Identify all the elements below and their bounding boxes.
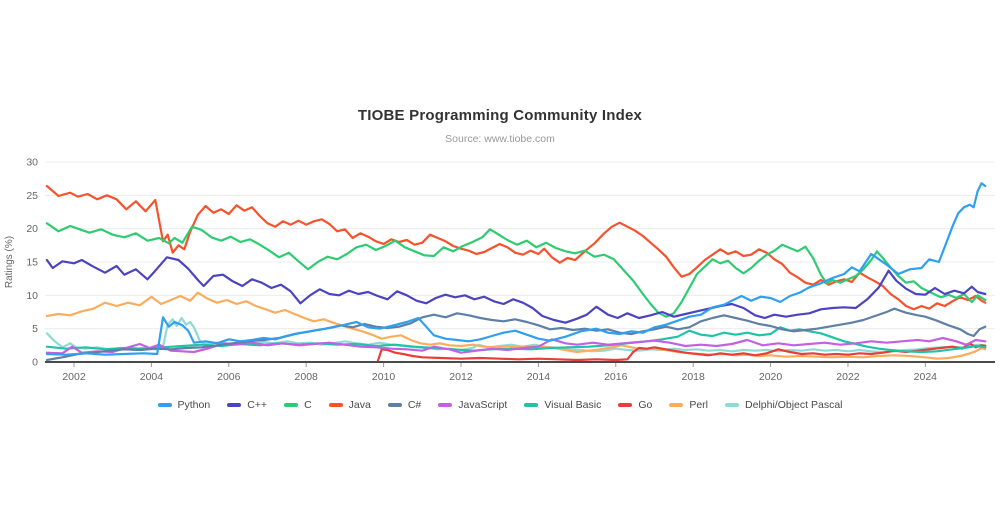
legend-label: C++: [247, 399, 268, 411]
x-axis-tick-label: 2006: [217, 371, 241, 383]
legend-item-Visual Basic[interactable]: Visual Basic: [524, 399, 601, 411]
series-line-Python: [45, 182, 987, 356]
x-axis-tick-label: 2018: [681, 371, 705, 383]
legend-label: JavaScript: [458, 399, 508, 411]
legend-item-Perl[interactable]: Perl: [669, 399, 708, 411]
x-axis-tick-label: 2014: [527, 371, 551, 383]
series-line-JavaScript: [45, 336, 987, 355]
y-axis-tick-label: 25: [26, 190, 38, 202]
legend-item-Delphi/Object Pascal[interactable]: Delphi/Object Pascal: [725, 399, 843, 411]
legend-item-C++[interactable]: C++: [227, 399, 267, 411]
legend-swatch-icon: [328, 403, 343, 407]
y-axis-tick-label: 5: [32, 323, 38, 335]
y-axis-tick-label: 20: [26, 223, 38, 235]
legend-label: Perl: [689, 399, 709, 411]
y-axis-title: Ratings (%): [4, 236, 15, 288]
legend-label: Delphi/Object Pascal: [745, 399, 843, 411]
x-axis-tick-label: 2008: [295, 371, 319, 383]
x-axis-tick-label: 2010: [372, 371, 396, 383]
x-axis-tick-label: 2012: [449, 371, 473, 383]
series-line-C: [45, 222, 987, 318]
legend-label: Visual Basic: [544, 399, 602, 411]
x-axis-tick-label: 2024: [914, 371, 938, 383]
legend-swatch-icon: [524, 403, 539, 407]
legend-swatch-icon: [669, 403, 684, 407]
x-axis-tick-label: 2004: [140, 371, 164, 383]
legend-label: Go: [638, 399, 653, 411]
legend-swatch-icon: [227, 403, 242, 407]
legend-label: Java: [348, 399, 371, 411]
x-axis-tick-label: 2016: [604, 371, 628, 383]
legend-swatch-icon: [157, 403, 172, 407]
legend-swatch-icon: [725, 403, 740, 407]
legend-swatch-icon: [618, 403, 633, 407]
legend-item-Python[interactable]: Python: [157, 399, 211, 411]
legend-item-C[interactable]: C: [284, 399, 312, 411]
x-axis-tick-label: 2020: [759, 371, 783, 383]
legend-item-Java[interactable]: Java: [328, 399, 371, 411]
x-axis-tick-label: 2022: [836, 371, 860, 383]
y-axis-tick-label: 15: [26, 257, 38, 269]
y-axis-tick-label: 10: [26, 290, 38, 302]
x-axis-tick-label: 2002: [62, 371, 86, 383]
legend-swatch-icon: [438, 403, 453, 407]
legend-swatch-icon: [387, 403, 402, 407]
chart-legend: Python C++ C Java C# JavaScript Visual Basic Go…: [0, 399, 1000, 411]
chart-title: TIOBE Programming Community Index: [357, 107, 643, 124]
y-axis-tick-label: 30: [26, 157, 38, 169]
legend-item-JavaScript[interactable]: JavaScript: [438, 399, 507, 411]
series-line-Perl: [45, 291, 987, 360]
legend-label: C#: [407, 399, 422, 411]
series-line-C++: [45, 256, 987, 324]
legend-label: C: [304, 399, 312, 411]
legend-label: Python: [177, 399, 211, 411]
series-line-Java: [45, 184, 987, 311]
legend-item-Go[interactable]: Go: [618, 399, 652, 411]
legend-swatch-icon: [284, 403, 299, 407]
chart-subtitle: Source: www.tiobe.com: [445, 133, 555, 145]
legend-item-C#[interactable]: C#: [387, 399, 422, 411]
y-axis-tick-label: 0: [32, 357, 38, 369]
